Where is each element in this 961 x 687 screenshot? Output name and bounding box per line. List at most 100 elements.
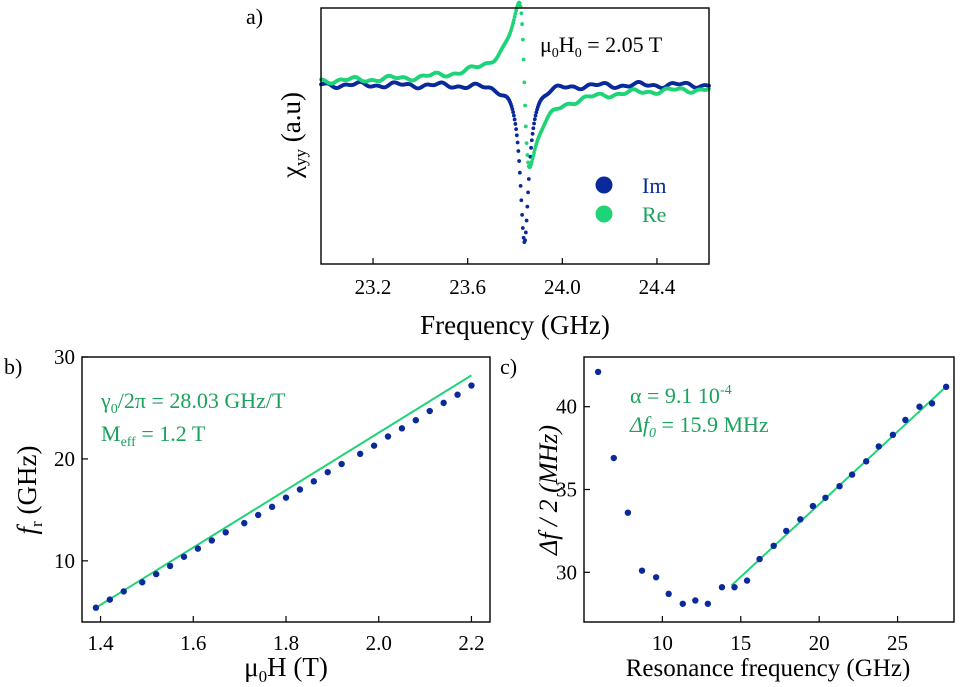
data-point — [324, 468, 331, 476]
panel-b-meff-annotation: Meff = 1.2 T — [101, 421, 206, 450]
data-point-im — [517, 170, 522, 175]
data-point — [398, 425, 406, 432]
panel-b-x-axis-label: μ0H (T) — [244, 652, 328, 686]
panel-c: c) 10 15 20 25 30 35 40 Resonance frequency (G… — [500, 354, 955, 682]
data-point — [356, 450, 364, 458]
data-point-re — [514, 8, 519, 13]
data-point-re — [529, 159, 534, 164]
data-point — [166, 562, 174, 570]
y-tick-label: 40 — [556, 395, 577, 419]
data-point — [208, 537, 216, 544]
data-point — [928, 400, 936, 407]
data-point — [194, 545, 202, 552]
data-point-im — [510, 107, 515, 112]
data-point — [942, 383, 950, 391]
data-point-re — [520, 22, 524, 26]
data-point-im — [532, 117, 537, 122]
data-point — [426, 407, 433, 415]
data-point — [863, 458, 870, 465]
data-point — [310, 478, 318, 485]
y-tick-label: 30 — [556, 560, 577, 584]
data-point-re — [513, 11, 518, 16]
panel-a-label: a) — [246, 4, 263, 29]
data-point — [770, 542, 777, 550]
data-point-im — [512, 117, 517, 122]
data-point — [254, 511, 262, 519]
data-point — [902, 416, 909, 424]
data-point-im — [511, 113, 516, 118]
data-point — [797, 516, 804, 523]
legend-marker-im — [595, 176, 613, 194]
data-point-im — [520, 212, 524, 217]
data-point-re — [526, 160, 530, 165]
y-tick-label: 10 — [54, 549, 75, 573]
data-point — [120, 588, 127, 595]
panel-a: a) 23.2 23.6 24.0 24.4 Frequency (GHz) χyy … — [246, 0, 711, 340]
data-point — [92, 604, 100, 611]
data-point-im — [523, 230, 528, 235]
data-point-im — [530, 131, 535, 136]
panel-c-label: c) — [500, 354, 517, 379]
x-tick-label: 1.4 — [87, 631, 114, 655]
data-point-re — [520, 37, 525, 42]
data-point-re — [517, 1, 522, 6]
data-point — [610, 454, 617, 462]
data-point — [679, 600, 686, 607]
data-point-re — [532, 150, 536, 155]
panel-c-y-axis-label: Δf / 2 (MHz) — [534, 425, 563, 556]
data-point-im — [529, 145, 533, 150]
data-point-im — [515, 140, 520, 145]
panel-a-frame — [320, 7, 710, 265]
data-point-re — [511, 21, 516, 25]
x-tick-label: 23.6 — [449, 275, 486, 299]
data-point — [454, 391, 461, 398]
data-point — [241, 519, 248, 527]
legend-marker-re — [595, 205, 613, 223]
data-point — [889, 431, 897, 439]
data-point-im — [525, 204, 530, 209]
x-tick-label: 24.4 — [639, 275, 676, 299]
data-point — [594, 368, 602, 376]
data-point-re — [523, 103, 527, 108]
data-point — [916, 403, 923, 410]
data-point-re — [524, 141, 529, 146]
data-point-re — [519, 11, 524, 16]
panel-b-fit-line — [95, 374, 472, 609]
data-point — [783, 527, 790, 535]
data-point — [222, 529, 229, 536]
data-point — [139, 579, 146, 586]
data-point — [152, 570, 160, 578]
data-point — [338, 460, 345, 468]
data-point-im — [529, 138, 534, 143]
panel-a-y-axis-label: χyy (a.u) — [276, 92, 310, 179]
data-point — [836, 482, 843, 490]
panel-b-ticks: 1.4 1.6 1.8 2.0 2.2 10 20 30 — [54, 345, 485, 655]
data-point — [848, 471, 856, 478]
data-point — [731, 584, 738, 591]
x-tick-label: 24.0 — [544, 275, 581, 299]
data-point — [282, 494, 290, 501]
data-point — [180, 553, 188, 560]
data-point — [268, 503, 276, 511]
data-point — [756, 555, 763, 563]
panel-c-alpha-annotation: α = 9.1 10-4 — [630, 383, 732, 408]
x-tick-label: 1.6 — [180, 631, 206, 655]
data-point-re — [512, 14, 517, 19]
data-point-re — [531, 153, 536, 158]
x-tick-label: 20 — [809, 631, 830, 655]
data-point — [652, 574, 660, 581]
panel-b: b) 1.4 1.6 1.8 2.0 2.2 10 20 30 μ0H (T) fr (GHz… — [4, 345, 491, 686]
panel-a-x-ticks: 23.2 23.6 24.0 24.4 — [355, 258, 676, 299]
data-point-re — [523, 124, 528, 129]
data-point-re — [511, 18, 516, 22]
data-point — [822, 494, 829, 501]
x-tick-label: 23.2 — [355, 275, 392, 299]
data-point — [106, 596, 114, 603]
panel-c-x-axis-label: Resonance frequency (GHz) — [626, 655, 911, 682]
data-point — [665, 590, 672, 598]
data-point-im — [518, 184, 523, 188]
x-tick-label: 10 — [652, 631, 673, 655]
x-tick-label: 2.2 — [458, 631, 484, 655]
x-tick-label: 2.0 — [366, 631, 392, 655]
